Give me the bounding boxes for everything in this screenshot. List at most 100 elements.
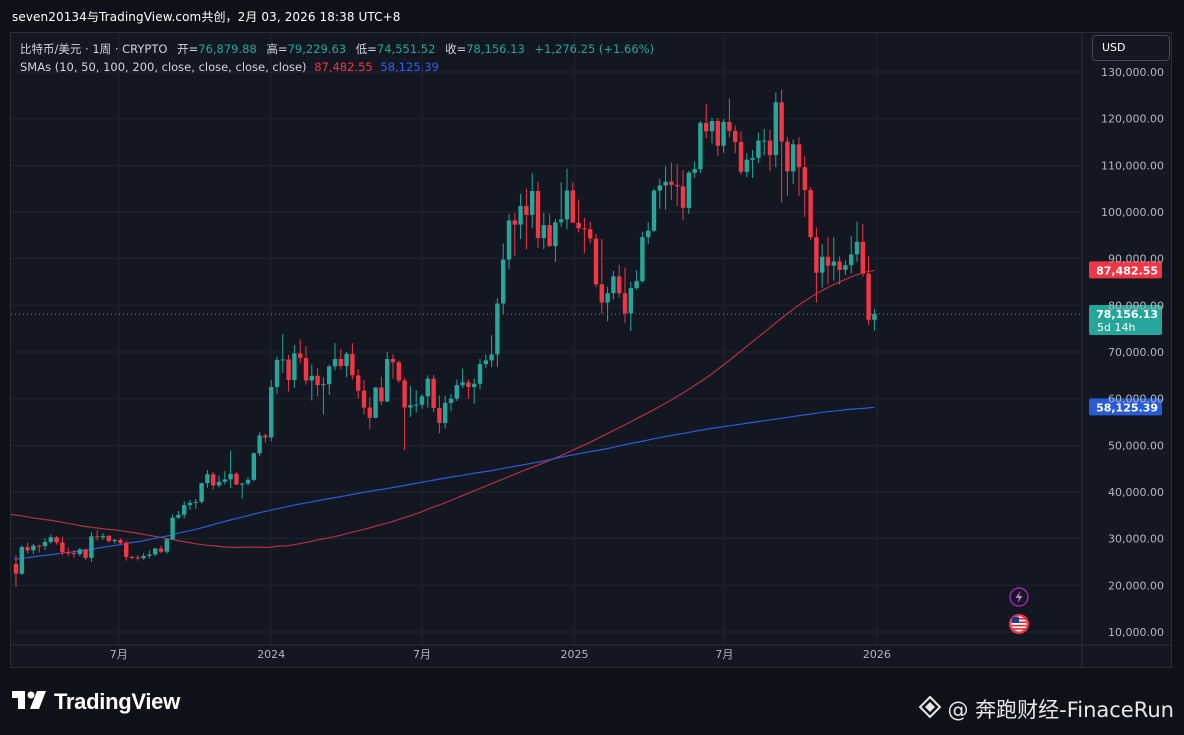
- candle: [506, 213, 512, 270]
- candle-body: [66, 552, 71, 554]
- tradingview-logo[interactable]: TradingView: [12, 689, 180, 715]
- candle-body: [234, 473, 239, 485]
- candle: [396, 360, 401, 383]
- lightning-icon[interactable]: [1009, 587, 1029, 607]
- watermark-text: @ 奔跑财经-FinaceRun: [947, 698, 1174, 722]
- candle: [489, 335, 494, 367]
- candle: [773, 92, 778, 168]
- candle: [303, 346, 309, 385]
- candle-body: [37, 545, 42, 547]
- change-value: +1,276.25 (+1.66%): [534, 42, 655, 56]
- candle: [216, 475, 222, 488]
- y-tick-label: 50,000.00: [1108, 439, 1164, 452]
- candle: [634, 270, 639, 290]
- sma-100-price-tag-bg: [1089, 261, 1162, 279]
- candle-body: [605, 293, 610, 303]
- current-price-tag-text: 78,156.13: [1096, 308, 1158, 321]
- candle-body: [25, 547, 30, 551]
- candle: [669, 162, 674, 201]
- y-tick-label: 30,000.00: [1108, 533, 1164, 546]
- legend-ohlc-row: 比特币/美元 · 1周 · CRYPTO 开=76,879.88 高=79,22…: [20, 40, 654, 58]
- candle: [657, 178, 662, 209]
- candle: [431, 374, 436, 413]
- chart-frame[interactable]: [10, 32, 1172, 668]
- candle: [327, 364, 332, 395]
- candle-body: [112, 540, 117, 542]
- open-label: 开=: [177, 42, 199, 56]
- candle: [796, 137, 802, 196]
- candle-body: [280, 359, 285, 361]
- close-label: 收=: [445, 42, 467, 56]
- candle: [205, 470, 210, 488]
- candle-body: [83, 549, 88, 558]
- candle-body: [454, 385, 459, 399]
- y-tick-label: 130,000.00: [1101, 66, 1164, 79]
- candle-body: [564, 190, 570, 220]
- candle: [605, 286, 610, 322]
- candle: [791, 139, 796, 184]
- candle: [344, 352, 349, 378]
- candle: [599, 239, 604, 314]
- candle: [89, 532, 94, 562]
- x-tick-label: 2024: [257, 648, 285, 661]
- candle: [332, 343, 338, 371]
- candle-body: [582, 228, 587, 230]
- candle: [680, 170, 686, 221]
- us-flag-icon[interactable]: [1009, 614, 1029, 634]
- candle: [472, 378, 477, 404]
- candle: [843, 260, 848, 275]
- candle-body: [570, 190, 575, 223]
- watermark: @ 奔跑财经-FinaceRun: [919, 694, 1174, 724]
- candle: [71, 549, 77, 558]
- candle: [872, 308, 877, 331]
- candle: [373, 387, 378, 419]
- candle-body: [292, 353, 297, 380]
- candle-body: [338, 359, 343, 366]
- candle-body: [709, 121, 715, 132]
- candle: [663, 166, 668, 210]
- candle-body: [646, 230, 651, 238]
- candle-body: [466, 382, 471, 387]
- candle: [338, 349, 343, 370]
- candle-body: [31, 545, 36, 551]
- candle-body: [448, 398, 454, 403]
- candle: [66, 547, 71, 556]
- candle-body: [559, 219, 564, 223]
- candle-body: [263, 435, 268, 438]
- candle: [715, 118, 720, 156]
- candle-body: [796, 144, 802, 168]
- candle: [37, 544, 42, 553]
- candle-body: [13, 563, 19, 574]
- candle-body: [698, 122, 703, 170]
- y-tick-label: 70,000.00: [1108, 346, 1164, 359]
- candle: [356, 369, 361, 399]
- candle: [425, 375, 430, 408]
- candle-body: [495, 303, 500, 355]
- candle: [234, 471, 239, 485]
- candle: [483, 354, 488, 369]
- candle-body: [460, 382, 465, 386]
- candle: [733, 125, 738, 154]
- candle-body: [402, 380, 407, 408]
- candle: [651, 188, 657, 233]
- candle-body: [414, 404, 419, 406]
- candle-body: [680, 186, 686, 208]
- sma-indicator-label[interactable]: SMAs (10, 50, 100, 200, close, close, cl…: [20, 60, 307, 74]
- currency-button[interactable]: USD: [1092, 35, 1170, 61]
- candle-body: [153, 548, 158, 555]
- candle: [593, 233, 599, 288]
- candle-body: [274, 359, 280, 387]
- candle-body: [849, 254, 854, 266]
- sma-100-value: 87,482.55: [314, 60, 373, 74]
- candle: [437, 395, 442, 434]
- candle-body: [599, 284, 604, 303]
- candle-body: [506, 220, 512, 260]
- symbol-label[interactable]: 比特币/美元 · 1周 · CRYPTO: [20, 42, 168, 56]
- candle: [193, 499, 198, 509]
- candle: [779, 89, 784, 203]
- candle: [698, 121, 703, 173]
- candle: [466, 379, 471, 399]
